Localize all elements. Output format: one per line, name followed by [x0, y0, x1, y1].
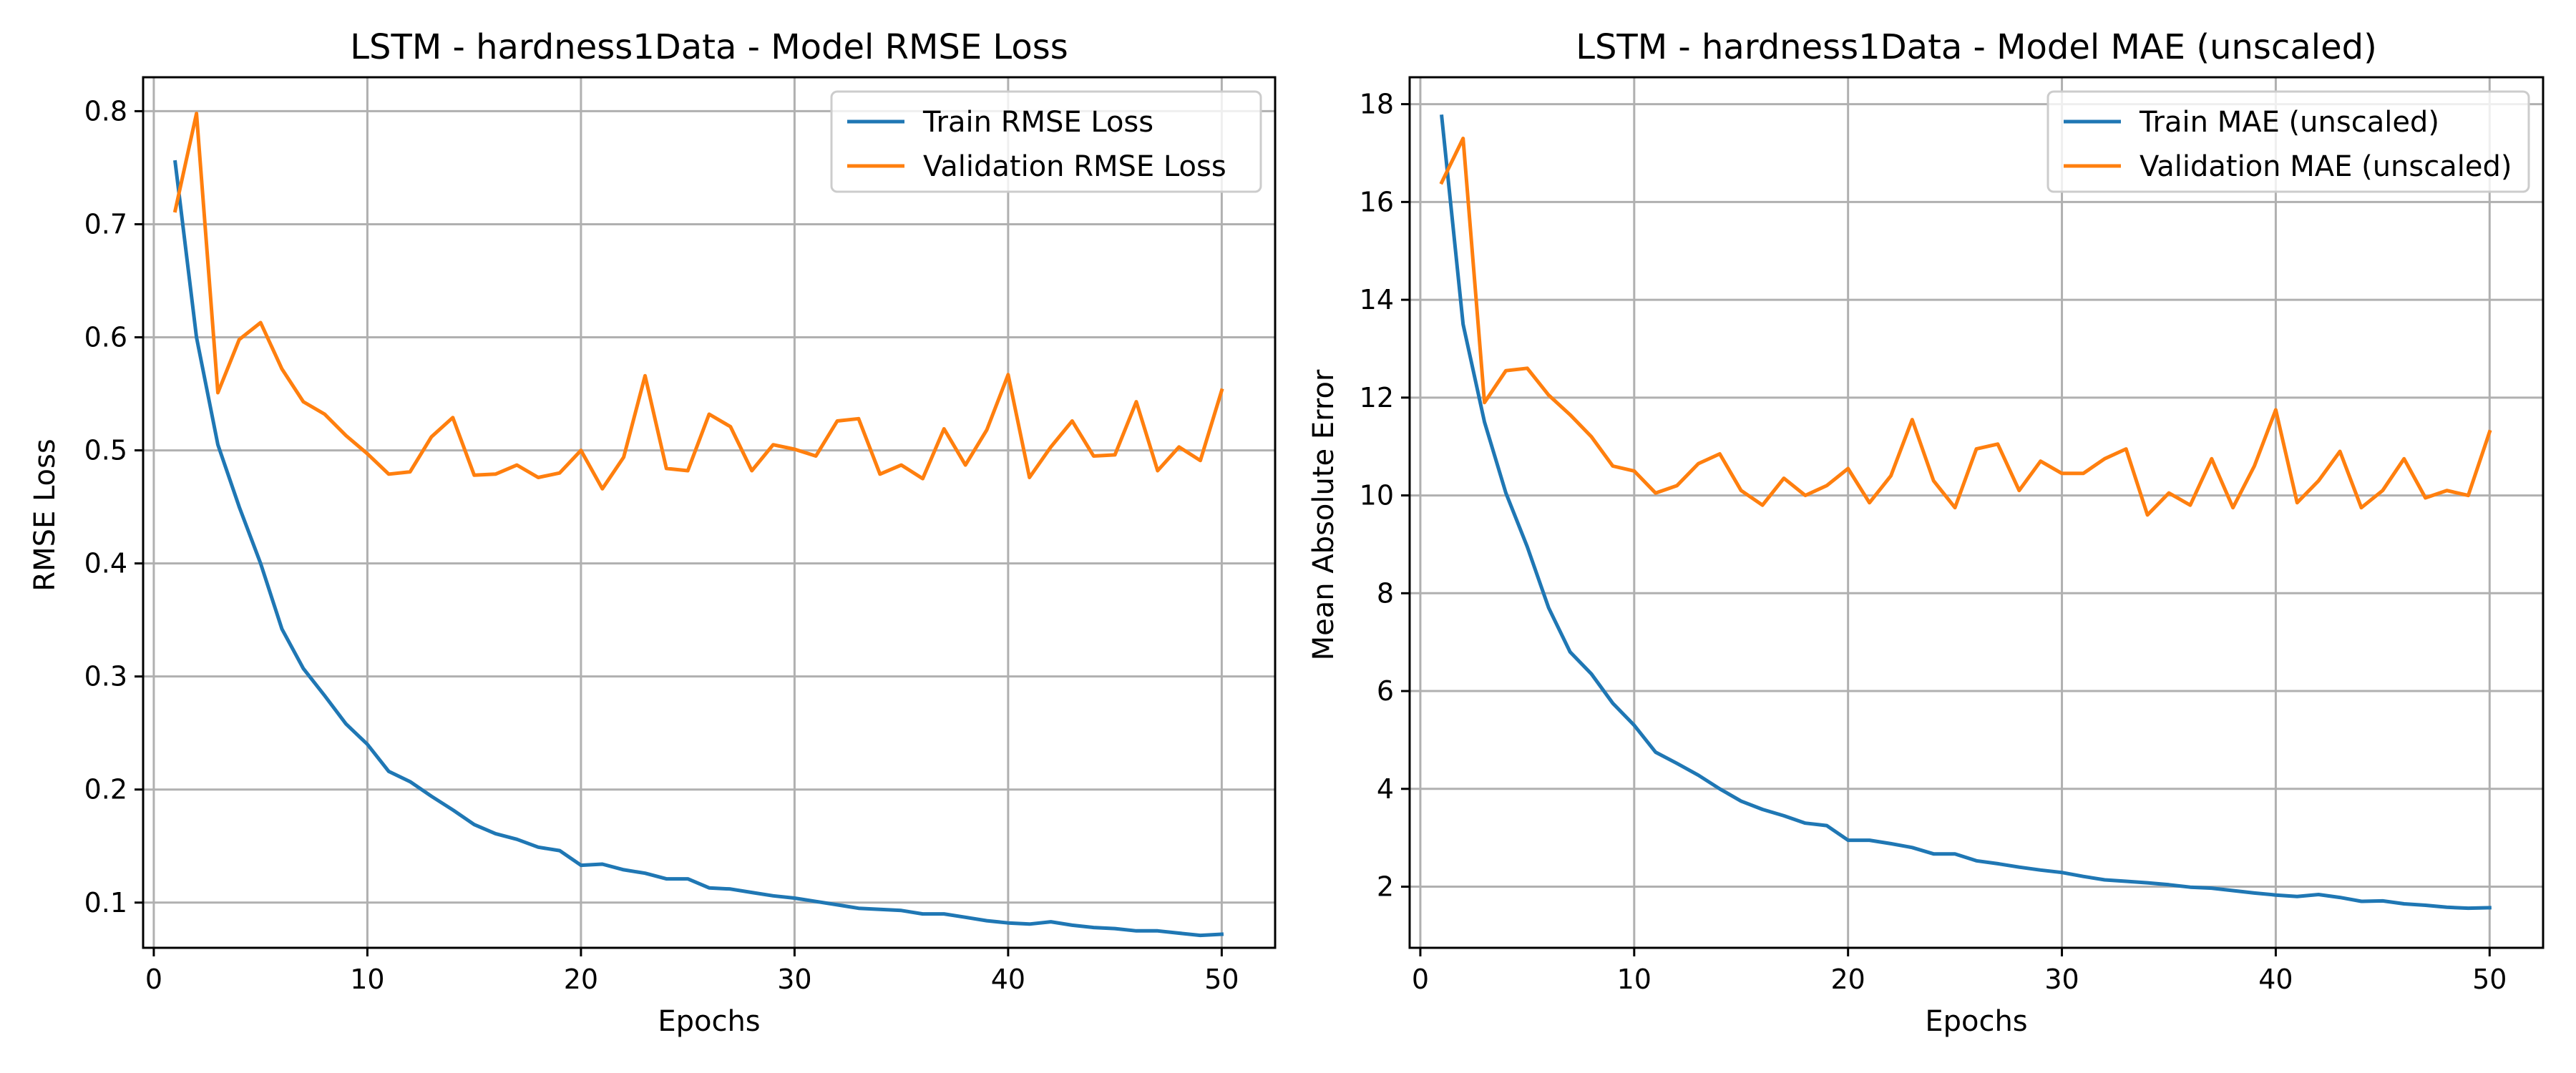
y-tick-label: 6 — [1377, 675, 1394, 707]
legend: Train MAE (unscaled) Validation MAE (unsc… — [2046, 90, 2530, 193]
y-tick-label: 0.8 — [84, 95, 127, 127]
y-tick-label: 10 — [1360, 480, 1394, 511]
chart-title: LSTM - hardness1Data - Model RMSE Loss — [350, 27, 1068, 67]
series-line-train-rmse-loss — [173, 160, 1224, 938]
chart-title: LSTM - hardness1Data - Model MAE (unscal… — [1576, 27, 2377, 67]
y-tick-label: 16 — [1360, 186, 1394, 217]
x-tick-label: 30 — [777, 964, 811, 995]
x-tick-label: 10 — [350, 964, 384, 995]
legend-box — [830, 90, 1262, 193]
y-tick-label: 0.3 — [84, 661, 127, 692]
legend-label: Validation MAE (unscaled) — [2140, 150, 2512, 183]
y-tick-label: 14 — [1360, 284, 1394, 315]
y-tick-label: 0.7 — [84, 208, 127, 240]
y-tick-label: 0.4 — [84, 548, 127, 579]
y-tick-label: 4 — [1377, 773, 1394, 805]
series-line-validation-rmse-loss — [172, 112, 1224, 491]
x-tick-label: 40 — [2258, 964, 2293, 995]
y-tick-label: 2 — [1377, 871, 1394, 903]
series-line-validation-mae-unscaled — [1439, 137, 2492, 517]
x-tick-label: 30 — [2044, 964, 2079, 995]
y-tick-label: 18 — [1360, 89, 1394, 120]
legend: Train RMSE Loss Validation RMSE Loss — [830, 90, 1262, 193]
x-tick-label: 20 — [1830, 964, 1865, 995]
mae-panel: LSTM - hardness1Data - Model MAE (unscal… — [1307, 27, 2545, 1038]
y-tick-label: 12 — [1360, 382, 1394, 413]
legend-label: Train MAE (unscaled) — [2139, 106, 2439, 139]
y-tick-label: 0.1 — [84, 887, 127, 918]
legend-label: Validation RMSE Loss — [923, 150, 1226, 183]
series-line-train-mae-unscaled — [1440, 114, 2492, 911]
y-tick-label: 0.5 — [84, 435, 127, 466]
legend-box — [2046, 90, 2530, 193]
y-axis-label: Mean Absolute Error — [1307, 369, 1340, 660]
axes-frame — [142, 76, 1277, 949]
legend-label: Train RMSE Loss — [922, 106, 1153, 139]
x-tick-label: 40 — [991, 964, 1025, 995]
x-tick-label: 50 — [2472, 964, 2507, 995]
y-tick-label: 0.2 — [84, 774, 127, 805]
x-axis-label: Epochs — [1925, 1005, 2027, 1038]
x-tick-label: 0 — [145, 964, 162, 995]
x-tick-label: 0 — [1412, 964, 1429, 995]
x-axis-label: Epochs — [658, 1005, 760, 1038]
axes-frame — [1408, 76, 2545, 949]
x-tick-label: 50 — [1204, 964, 1239, 995]
x-tick-label: 20 — [564, 964, 598, 995]
y-axis-label: RMSE Loss — [29, 438, 62, 591]
rmse-loss-panel: LSTM - hardness1Data - Model RMSE Loss E… — [29, 27, 1277, 1038]
y-tick-label: 0.6 — [84, 322, 127, 353]
x-tick-label: 10 — [1617, 964, 1652, 995]
y-tick-label: 8 — [1377, 577, 1394, 609]
